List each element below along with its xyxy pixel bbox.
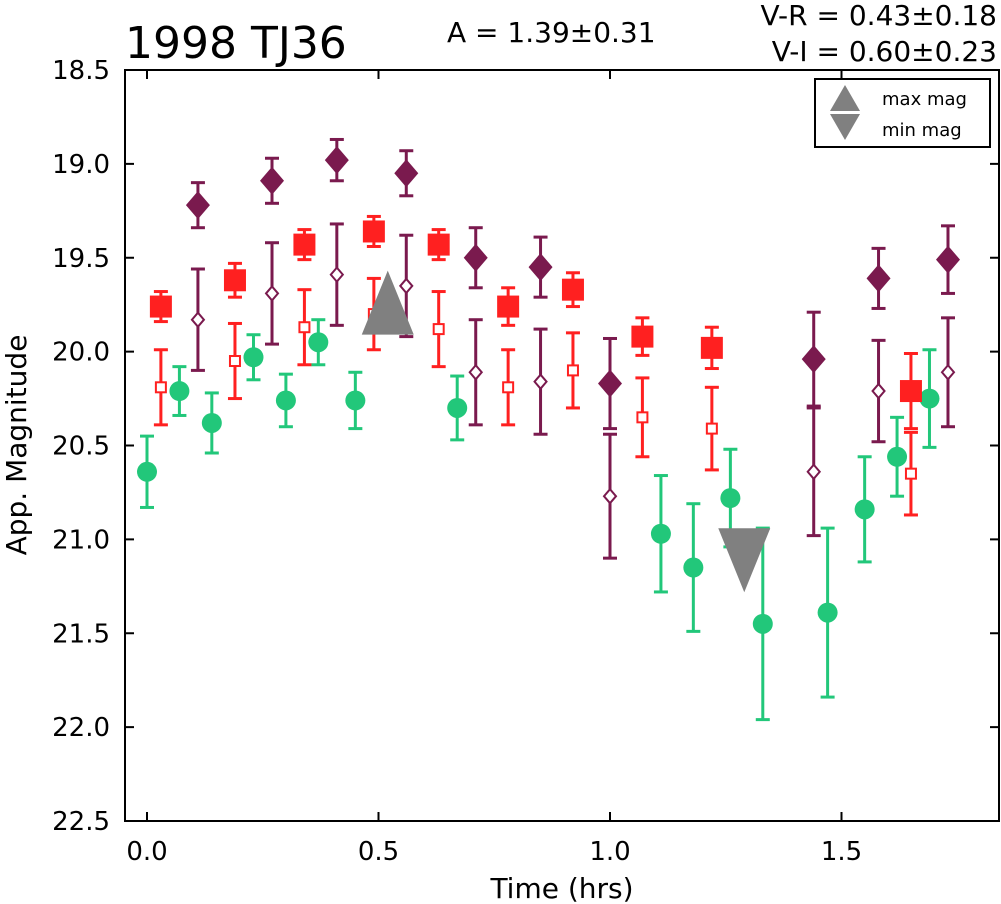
data-point-diamond-open xyxy=(940,363,956,381)
x-tick-label: 1.0 xyxy=(589,837,630,867)
data-marks xyxy=(137,137,960,722)
data-point-square-open xyxy=(502,381,515,394)
data-point-diamond xyxy=(528,253,553,282)
data-point-diamond xyxy=(463,243,488,272)
legend-label-max-mag: max mag xyxy=(882,89,967,110)
data-point-circle xyxy=(650,523,671,544)
data-point-square-open xyxy=(636,411,649,424)
data-point-diamond xyxy=(260,166,285,195)
data-point-diamond xyxy=(935,245,960,274)
data-point-square-open xyxy=(705,422,718,435)
data-point-circle xyxy=(683,557,704,578)
data-point-square-open xyxy=(228,355,241,368)
data-point-circle xyxy=(243,347,264,368)
y-tick-label: 20.5 xyxy=(52,432,110,462)
data-point-square-open xyxy=(298,321,311,334)
data-point-diamond-open xyxy=(806,463,822,481)
x-tick-label: 1.5 xyxy=(821,837,862,867)
legend-max-mag-marker xyxy=(830,85,860,111)
data-point-square xyxy=(223,269,246,292)
data-point-square-open xyxy=(432,323,445,336)
data-point-diamond xyxy=(801,345,826,374)
amplitude-annotation: A = 1.39±0.31 xyxy=(447,16,656,49)
data-point-diamond xyxy=(324,146,349,175)
x-tick-label: 0.0 xyxy=(126,837,167,867)
data-point-circle xyxy=(887,446,908,467)
chart-title: 1998 TJ36 xyxy=(125,18,347,69)
data-point-diamond-open xyxy=(871,382,886,400)
axis-ticks: 0.0 0.5 1.0 1.5 18.5 19.0 19.5 20.0 20.5 21.0 21.5… xyxy=(52,56,999,867)
y-tick-label: 21.5 xyxy=(52,619,110,649)
data-point-square xyxy=(293,233,316,256)
plot-area xyxy=(124,69,1000,822)
data-point-square-open xyxy=(154,381,167,394)
max-mag-marker xyxy=(361,270,414,335)
y-tick-label: 18.5 xyxy=(52,56,110,86)
data-point-diamond xyxy=(394,159,419,188)
data-point-diamond-open xyxy=(602,487,618,505)
data-point-diamond-open xyxy=(468,363,484,381)
data-point-diamond-open xyxy=(264,284,280,302)
y-tick-label: 19.5 xyxy=(52,244,110,274)
legend: max mag min mag xyxy=(814,78,991,148)
data-point-square xyxy=(899,380,922,403)
data-point-square xyxy=(497,295,520,318)
data-point-circle xyxy=(447,397,468,418)
vi-color-annotation: V-I = 0.60±0.23 xyxy=(772,35,997,68)
legend-min-mag-marker xyxy=(830,114,860,140)
data-point-circle xyxy=(817,602,838,623)
data-point-square xyxy=(427,233,450,256)
data-point-square-open xyxy=(904,467,917,480)
data-point-circle xyxy=(137,461,157,482)
data-point-square xyxy=(149,295,172,318)
y-tick-label: 19.0 xyxy=(52,150,110,180)
x-axis-label: Time (hrs) xyxy=(489,872,633,904)
data-point-diamond xyxy=(185,191,210,220)
data-point-diamond-open xyxy=(398,277,414,295)
data-point-diamond-open xyxy=(190,311,206,329)
data-point-diamond xyxy=(866,264,891,293)
data-point-circle xyxy=(345,390,366,411)
vr-color-annotation: V-R = 0.43±0.18 xyxy=(761,0,997,32)
data-point-circle xyxy=(720,488,741,509)
data-point-circle xyxy=(308,332,329,353)
data-point-circle xyxy=(275,390,296,411)
y-tick-label: 22.5 xyxy=(52,807,110,837)
data-point-diamond xyxy=(598,369,622,398)
data-point-circle xyxy=(169,381,190,402)
data-point-circle xyxy=(919,388,940,409)
legend-label-min-mag: min mag xyxy=(882,120,962,141)
x-tick-label: 0.5 xyxy=(358,837,399,867)
data-point-square xyxy=(700,336,723,359)
data-point-circle xyxy=(201,412,222,433)
y-tick-label: 20.0 xyxy=(52,338,110,368)
data-point-diamond-open xyxy=(329,266,345,284)
y-tick-label: 21.0 xyxy=(52,525,110,555)
y-axis-label: App. Magnitude xyxy=(0,335,33,556)
data-point-diamond-open xyxy=(533,373,548,391)
data-point-square xyxy=(362,220,385,243)
y-tick-label: 22.0 xyxy=(52,713,110,743)
data-point-square xyxy=(561,278,584,301)
min-mag-marker xyxy=(718,528,771,593)
data-point-circle xyxy=(752,613,773,634)
data-point-square xyxy=(631,325,654,348)
data-point-square-open xyxy=(566,364,579,377)
data-point-circle xyxy=(854,499,875,520)
